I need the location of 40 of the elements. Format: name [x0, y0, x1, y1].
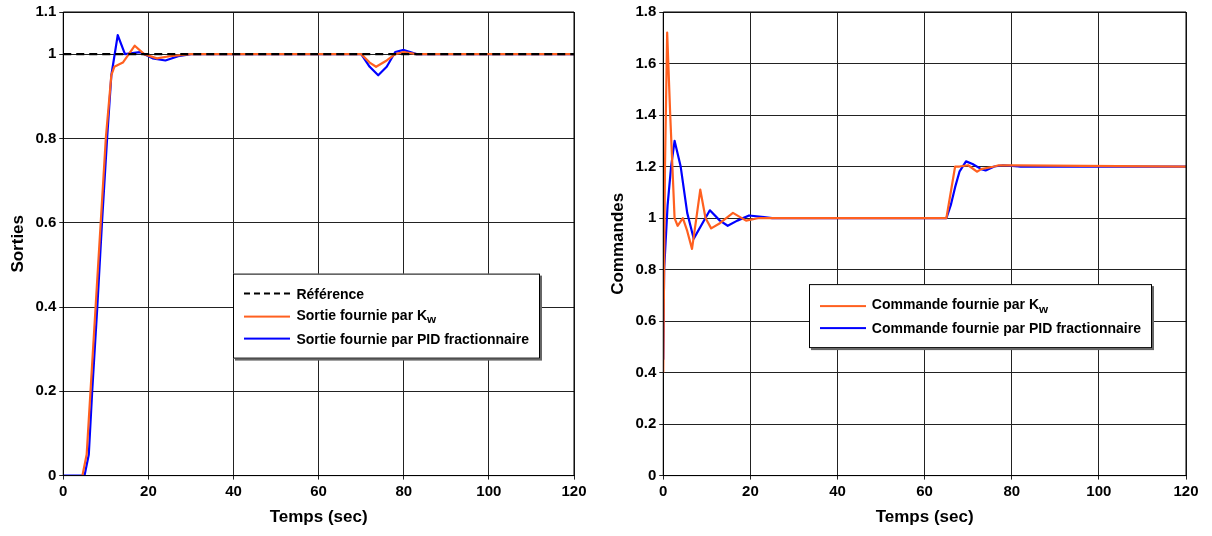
y-tick-label: 1.6 — [635, 53, 657, 71]
legend-label: Commande fournie par K$_{w}$ — [871, 296, 1049, 316]
y-axis-title: Sorties — [7, 214, 27, 273]
y-tick-label: 0.8 — [35, 128, 57, 146]
legend-label: Sortie fournie par K$_{w}$ — [296, 306, 437, 326]
y-axis-title: Commandes — [607, 192, 627, 295]
x-tick-label: 100 — [476, 481, 502, 499]
y-tick-label: 1.4 — [635, 105, 657, 123]
x-axis-title: Temps (sec) — [875, 507, 974, 527]
x-tick-label: 80 — [395, 481, 413, 499]
y-tick-label: 0.6 — [35, 212, 57, 230]
y-tick-label: 1 — [47, 44, 57, 62]
y-tick-label: 0.4 — [35, 297, 57, 315]
x-tick-label: 60 — [310, 481, 327, 499]
y-tick-label: 0.4 — [635, 362, 657, 380]
y-tick-label: 1 — [647, 208, 657, 226]
y-tick-label: 0 — [647, 465, 657, 483]
x-tick-label: 60 — [916, 481, 933, 499]
x-axis-title: Temps (sec) — [269, 507, 368, 527]
x-tick-label: 20 — [742, 481, 759, 499]
legend-label: Sortie fournie par PID fractionnaire — [296, 330, 529, 347]
y-tick-label: 0.6 — [635, 311, 657, 329]
x-tick-label: 100 — [1086, 481, 1112, 499]
y-tick-label: 0.2 — [635, 414, 657, 432]
x-tick-label: 120 — [1173, 481, 1199, 499]
x-tick-label: 40 — [829, 481, 846, 499]
legend-label: Commande fournie par PID fractionnaire — [871, 320, 1141, 337]
x-tick-label: 0 — [59, 481, 68, 499]
x-tick-label: 20 — [140, 481, 157, 499]
x-tick-label: 40 — [225, 481, 242, 499]
legend-label: Référence — [296, 285, 365, 302]
y-tick-label: 1.8 — [635, 2, 657, 20]
x-tick-label: 0 — [659, 481, 668, 499]
y-tick-label: 0 — [47, 465, 57, 483]
x-tick-label: 80 — [1003, 481, 1021, 499]
y-tick-label: 0.2 — [35, 381, 57, 399]
y-tick-label: 1.2 — [635, 156, 657, 174]
y-tick-label: 0.8 — [635, 259, 657, 277]
x-tick-label: 120 — [561, 481, 587, 499]
y-tick-label: 1.1 — [35, 2, 57, 20]
